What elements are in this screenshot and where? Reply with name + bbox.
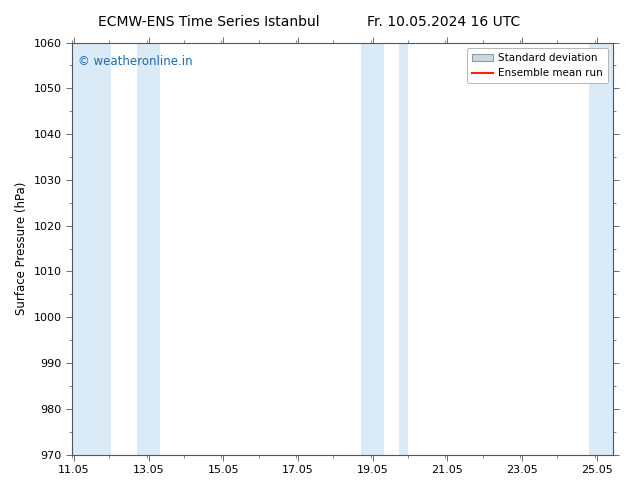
Bar [589, 43, 614, 455]
Y-axis label: Surface Pressure (hPa): Surface Pressure (hPa) [15, 182, 28, 315]
Bar [72, 43, 112, 455]
Bar [138, 43, 160, 455]
Bar [361, 43, 384, 455]
Bar [399, 43, 408, 455]
Legend: Standard deviation, Ensemble mean run: Standard deviation, Ensemble mean run [467, 48, 608, 83]
Text: Fr. 10.05.2024 16 UTC: Fr. 10.05.2024 16 UTC [367, 15, 521, 29]
Text: ECMW-ENS Time Series Istanbul: ECMW-ENS Time Series Istanbul [98, 15, 320, 29]
Text: © weatheronline.in: © weatheronline.in [77, 55, 192, 68]
